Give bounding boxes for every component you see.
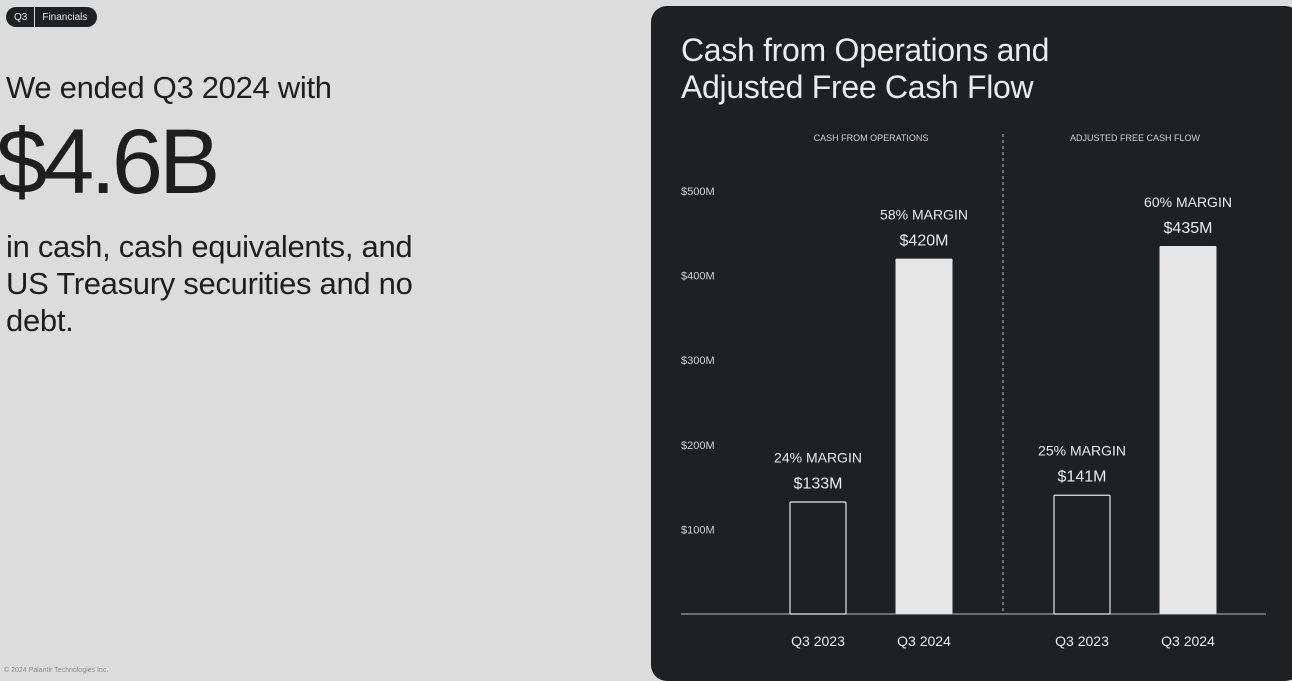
bar-margin-label: 58% MARGIN [880, 207, 968, 223]
badge-quarter: Q3 [14, 11, 28, 23]
bar-chart: $100M $200M $300M $400M $500M CASH FROM OPERA… [681, 133, 1266, 649]
bar-margin-label: 25% MARGIN [1038, 443, 1126, 459]
copyright-footer: © 2024 Palantir Technologies Inc. [4, 667, 109, 674]
section-badge: Q3 Financials [6, 7, 98, 27]
bar-value-label: $133M [794, 475, 843, 492]
bar [895, 258, 953, 614]
y-tick-label: $200M [681, 440, 715, 452]
x-tick-label: Q3 2023 [791, 633, 845, 649]
headline: We ended Q3 2024 with [6, 70, 332, 105]
y-tick-label: $500M [681, 186, 715, 198]
bar [1159, 245, 1217, 615]
bar-margin-label: 24% MARGIN [774, 449, 862, 465]
bar [1053, 494, 1111, 615]
bar-margin-label: 60% MARGIN [1144, 194, 1232, 210]
cash-amount: $4.6B [0, 111, 220, 213]
badge-divider [34, 7, 36, 27]
y-tick-label: $300M [681, 355, 715, 367]
cash-description: in cash, cash equivalents, and US Treasu… [6, 229, 413, 338]
group-header: CASH FROM OPERATIONS [814, 133, 929, 143]
group-header: ADJUSTED FREE CASH FLOW [1070, 133, 1201, 143]
bar-value-label: $435M [1164, 220, 1213, 237]
x-tick-label: Q3 2024 [897, 633, 951, 649]
bar-value-label: $141M [1058, 469, 1107, 486]
x-tick-label: Q3 2024 [1161, 633, 1215, 649]
chart-panel: Cash from Operations and Adjusted Free C… [651, 6, 1292, 681]
x-tick-label: Q3 2023 [1055, 633, 1109, 649]
badge-section: Financials [42, 11, 88, 23]
bar-value-label: $420M [900, 233, 949, 250]
y-tick-label: $100M [681, 524, 715, 536]
chart-title: Cash from Operations and Adjusted Free C… [681, 32, 1050, 105]
bar [789, 501, 847, 615]
y-tick-label: $400M [681, 271, 715, 283]
